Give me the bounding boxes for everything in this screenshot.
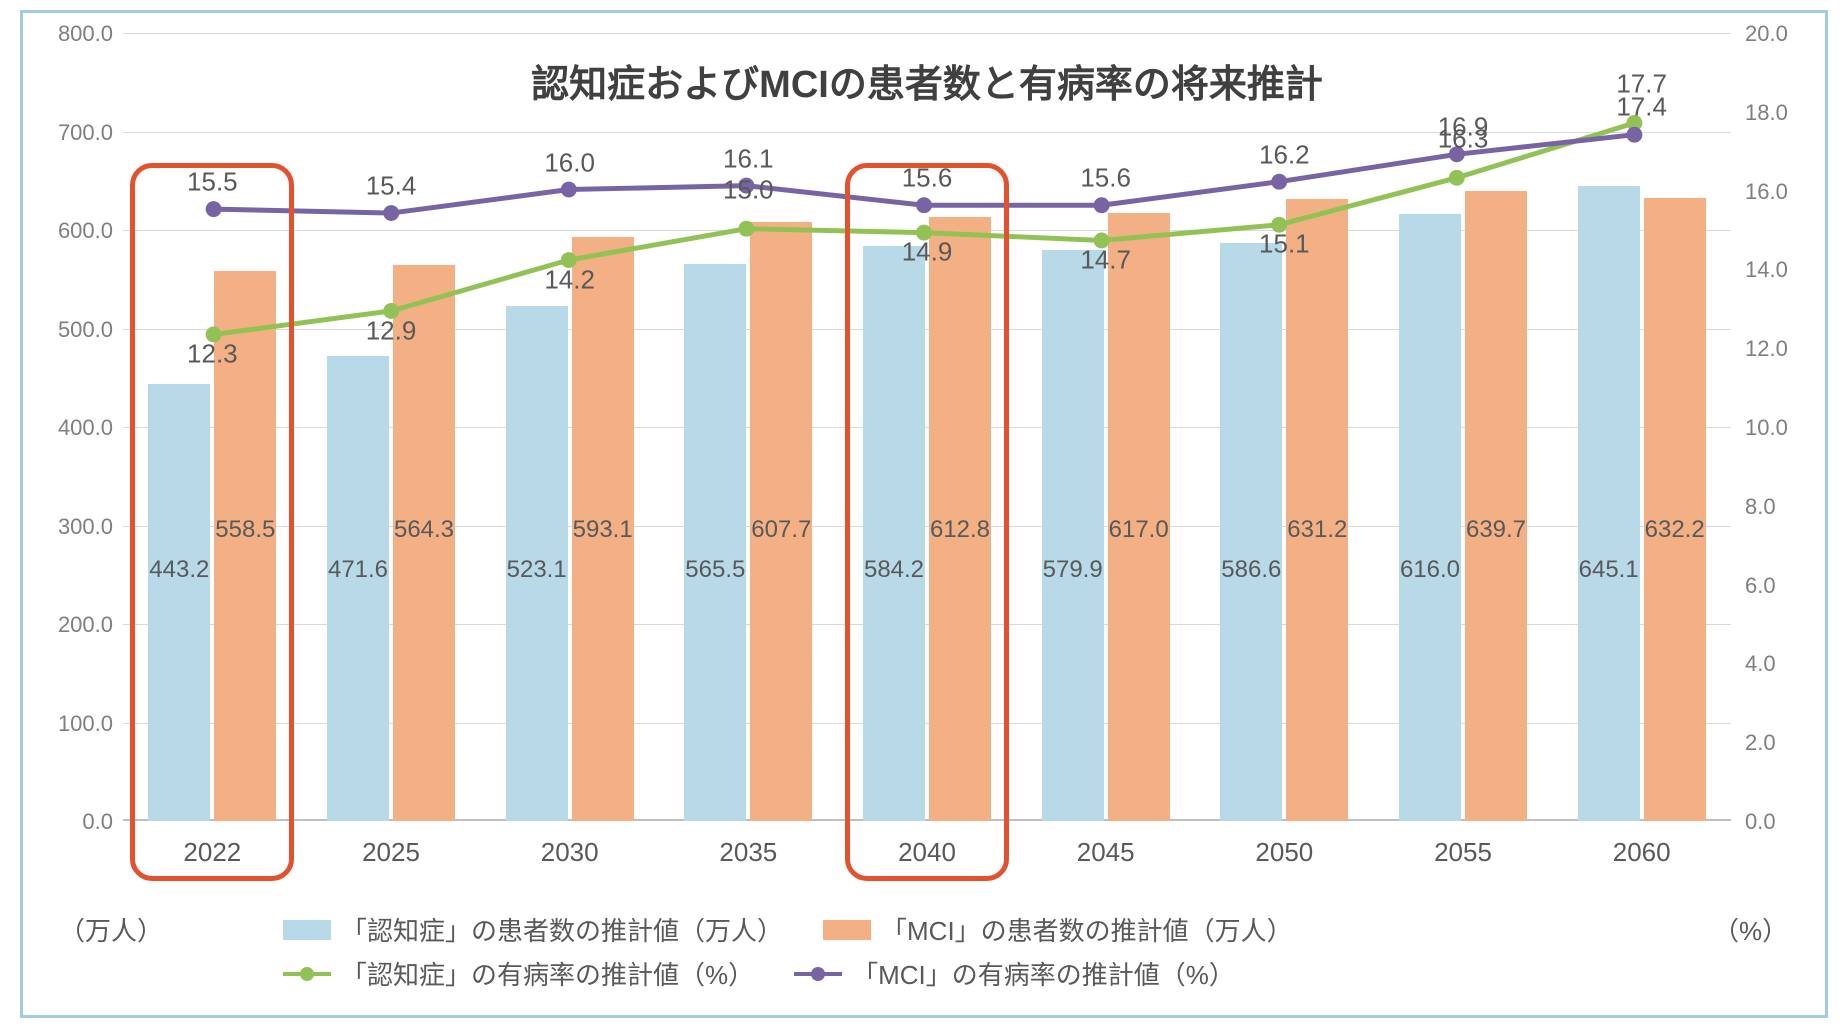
y-left-tick: 400.0 [33, 415, 113, 441]
gridline [123, 132, 1731, 133]
bar-dementia-label: 443.2 [149, 556, 209, 584]
y-left-tick: 0.0 [33, 809, 113, 835]
y-right-tick: 12.0 [1745, 336, 1825, 362]
bar-mci-label: 593.1 [573, 516, 633, 544]
dementia-rate-value-label: 12.3 [187, 339, 238, 370]
legend-line-dementia-label: 「認知症」の有病率の推計値（%） [341, 955, 754, 992]
mci-rate-value-label: 16.0 [544, 147, 595, 178]
y-right-tick: 2.0 [1745, 730, 1825, 756]
y-left-tick: 200.0 [33, 612, 113, 638]
mci-rate-value-label: 15.6 [902, 163, 953, 194]
bar-dementia-label: 586.6 [1221, 556, 1281, 584]
bar-dementia-label: 471.6 [328, 556, 388, 584]
legend-bar-mci-swatch [823, 920, 871, 940]
mci-rate-value-label: 15.4 [366, 171, 417, 202]
legend-bar-dementia-label: 「認知症」の患者数の推計値（万人） [341, 911, 783, 948]
legend-bar-dementia: 「認知症」の患者数の推計値（万人） [283, 911, 783, 948]
bar-dementia [148, 384, 210, 821]
dementia-rate-value-label: 14.7 [1080, 244, 1131, 275]
dementia-rate-value-label: 15.0 [723, 175, 774, 206]
dementia-rate-value-label: 14.2 [544, 264, 595, 295]
y-right-tick: 6.0 [1745, 573, 1825, 599]
y-right-tick: 16.0 [1745, 179, 1825, 205]
x-tick-label: 2045 [1077, 837, 1135, 868]
bar-dementia-label: 645.1 [1579, 556, 1639, 584]
x-tick-label: 2030 [541, 837, 599, 868]
legend-line-mci-label: 「MCI」の有病率の推計値（%） [852, 955, 1235, 992]
y-left-tick: 600.0 [33, 218, 113, 244]
axis-right-unit: （%） [1713, 911, 1788, 948]
x-tick-label: 2025 [362, 837, 420, 868]
y-left-tick: 300.0 [33, 514, 113, 540]
legend-row-2: 「認知症」の有病率の推計値（%） 「MCI」の有病率の推計値（%） [283, 955, 1275, 992]
bar-dementia [1578, 186, 1640, 821]
mci-rate-value-label: 16.2 [1259, 139, 1310, 170]
mci-rate-value-label: 16.1 [723, 143, 774, 174]
legend-line-dementia: 「認知症」の有病率の推計値（%） [283, 955, 754, 992]
y-left-tick: 100.0 [33, 711, 113, 737]
legend-bar-mci: 「MCI」の患者数の推計値（万人） [823, 911, 1293, 948]
bar-dementia-label: 584.2 [864, 556, 924, 584]
x-tick-label: 2050 [1255, 837, 1313, 868]
legend-line-dementia-swatch [283, 964, 331, 984]
axis-left-unit: （万人） [59, 911, 163, 948]
y-right-tick: 18.0 [1745, 100, 1825, 126]
y-left-tick: 500.0 [33, 317, 113, 343]
x-tick-label: 2060 [1613, 837, 1671, 868]
chart-outer: 認知症およびMCIの患者数と有病率の将来推計 0.0100.0200.0300.… [20, 10, 1828, 1018]
y-left-tick: 800.0 [33, 21, 113, 47]
x-tick-label: 2040 [898, 837, 956, 868]
legend-row-1: 「認知症」の患者数の推計値（万人） 「MCI」の患者数の推計値（万人） [283, 911, 1333, 948]
bar-dementia-label: 579.9 [1043, 556, 1103, 584]
mci-rate-value-label: 16.9 [1438, 112, 1489, 143]
bar-dementia [327, 356, 389, 821]
y-right-tick: 0.0 [1745, 809, 1825, 835]
bar-mci [1465, 191, 1527, 821]
bar-mci-label: 612.8 [930, 516, 990, 544]
legend-bar-mci-label: 「MCI」の患者数の推計値（万人） [881, 911, 1293, 948]
gridline [123, 33, 1731, 34]
bar-dementia [863, 246, 925, 821]
bar-dementia-label: 565.5 [685, 556, 745, 584]
bar-mci [1644, 198, 1706, 821]
y-right-tick: 14.0 [1745, 257, 1825, 283]
mci-rate-value-label: 17.4 [1616, 92, 1667, 123]
x-tick-label: 2022 [183, 837, 241, 868]
y-left-tick: 700.0 [33, 120, 113, 146]
bar-mci-label: 631.2 [1287, 516, 1347, 544]
y-right-tick: 10.0 [1745, 415, 1825, 441]
bar-mci-label: 607.7 [751, 516, 811, 544]
bar-mci-label: 558.5 [215, 516, 275, 544]
x-tick-label: 2055 [1434, 837, 1492, 868]
bar-mci [1286, 199, 1348, 821]
legend-bar-dementia-swatch [283, 920, 331, 940]
legend-line-mci-swatch [794, 964, 842, 984]
bar-dementia [1220, 243, 1282, 821]
y-right-tick: 4.0 [1745, 651, 1825, 677]
bar-dementia [684, 264, 746, 821]
bar-mci-label: 617.0 [1109, 516, 1169, 544]
y-right-tick: 20.0 [1745, 21, 1825, 47]
bar-mci-label: 564.3 [394, 516, 454, 544]
bar-mci-label: 632.2 [1645, 516, 1705, 544]
mci-rate-value-label: 15.6 [1080, 163, 1131, 194]
bar-dementia-label: 523.1 [507, 556, 567, 584]
dementia-rate-value-label: 14.9 [902, 236, 953, 267]
dementia-rate-value-label: 12.9 [366, 315, 417, 346]
bar-dementia [1042, 250, 1104, 821]
dementia-rate-value-label: 15.1 [1259, 229, 1310, 260]
x-tick-label: 2035 [719, 837, 777, 868]
y-right-tick: 8.0 [1745, 494, 1825, 520]
bar-dementia [1399, 214, 1461, 821]
bar-mci-label: 639.7 [1466, 516, 1526, 544]
legend-line-mci: 「MCI」の有病率の推計値（%） [794, 955, 1235, 992]
bar-dementia-label: 616.0 [1400, 556, 1460, 584]
plot-area: 0.0100.0200.0300.0400.0500.0600.0700.080… [123, 33, 1731, 821]
mci-rate-value-label: 15.5 [187, 167, 238, 198]
